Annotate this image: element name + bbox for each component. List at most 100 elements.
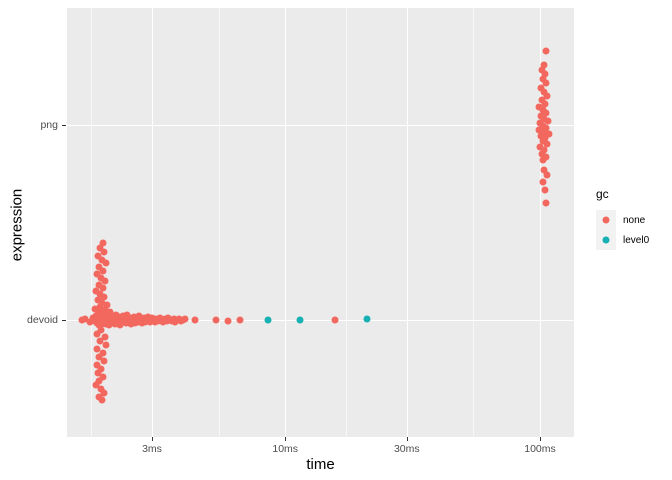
data-point [542,199,550,207]
data-point [539,156,547,164]
data-point [191,316,199,324]
x-tick-label: 100ms [524,443,556,455]
y-axis-title: expression [8,188,26,262]
data-point [97,326,105,334]
data-point [539,178,547,186]
data-point [96,244,104,252]
data-point [543,171,551,179]
legend-item-label: none [623,214,646,226]
data-point [103,301,111,309]
data-point [544,117,552,125]
data-point [535,126,543,134]
data-point [92,287,100,295]
legend-dot-icon [602,216,610,224]
data-point [93,345,101,353]
x-tick-label: 30ms [393,443,420,455]
data-point [98,299,106,307]
gridline-major-y [67,320,574,321]
legend-item-level0: level0 [596,230,649,250]
data-point [95,263,103,271]
data-point [542,109,550,117]
data-point [100,357,108,365]
data-point [540,146,548,154]
data-point [98,396,106,404]
data-point [93,270,101,278]
data-point [540,61,548,69]
legend-dot-icon [602,236,610,244]
data-point [536,143,544,151]
data-point [97,365,105,373]
data-point [99,267,107,275]
data-point [106,308,114,316]
x-tick-mark [540,437,542,441]
legend-item-label: level0 [623,234,650,246]
data-point [97,274,105,282]
data-point [100,248,108,256]
data-point [101,277,109,285]
data-point [95,377,103,385]
data-point [96,290,104,298]
data-point [540,166,548,174]
data-point [545,130,553,138]
gridline-minor-x [346,8,347,437]
legend-item-none: none [596,210,649,230]
data-point [94,296,102,304]
data-point [538,150,546,158]
data-point [541,100,549,108]
data-point [542,153,550,161]
data-point [538,96,546,104]
data-point [540,88,548,96]
legend-key [596,230,616,250]
legend-items: none level0 [596,210,649,250]
data-point [92,381,100,389]
data-point [97,385,105,393]
data-point [102,259,110,267]
data-point [102,341,110,349]
data-point [94,252,102,260]
data-point [100,293,108,301]
y-tick-mark [62,125,66,126]
data-point [224,317,232,325]
x-axis-title: time [306,456,335,473]
data-point [212,316,220,324]
legend-title: gc [596,187,609,201]
gridline-minor-x [218,8,220,437]
data-point [94,369,102,377]
data-point [540,115,548,123]
data-point [539,137,547,145]
data-point [540,128,548,136]
x-tick-label: 10ms [272,443,299,455]
gridline-major-x [540,8,542,437]
data-point [95,308,103,316]
data-point [100,389,108,397]
data-point [96,303,104,311]
x-tick-mark [152,437,153,441]
data-point [93,361,101,369]
data-point [99,373,107,381]
data-point [93,330,101,338]
gridline-major-x [285,8,287,437]
data-point [363,315,371,323]
data-point [96,337,104,345]
gridline-minor-x [91,8,93,437]
data-point [537,84,545,92]
data-point [181,315,189,323]
y-tick-label: png [40,119,58,131]
x-tick-mark [285,437,287,441]
gridline-major-x [152,8,153,437]
data-point [99,349,107,357]
data-point [538,66,546,74]
data-point [541,186,549,194]
data-point [95,281,103,289]
data-point [98,256,106,264]
data-point [101,333,109,341]
data-point [542,124,550,132]
data-point [543,92,551,100]
data-point [264,316,272,324]
data-point [539,75,547,83]
data-point [535,103,543,111]
x-tick-mark [406,437,408,441]
data-point [331,316,339,324]
data-point [99,284,107,292]
x-tick-label: 3ms [142,443,162,455]
